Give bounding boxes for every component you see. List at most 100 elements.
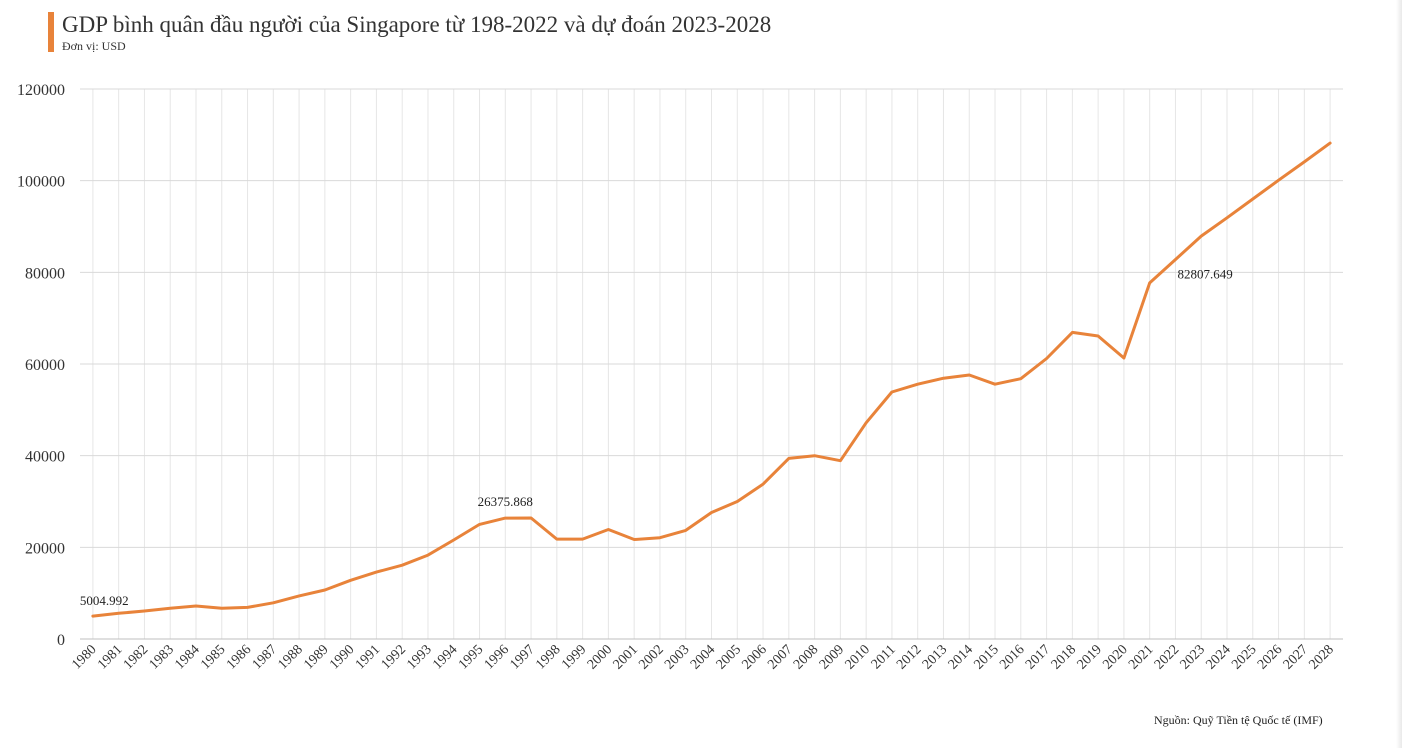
data-point: [374, 570, 378, 574]
x-tick-label: 2011: [869, 642, 899, 672]
x-tick-label: 2020: [1100, 642, 1130, 672]
x-tick-label: 1988: [276, 642, 306, 672]
data-label: 82807.649: [1177, 266, 1232, 281]
x-tick-label: 1986: [224, 642, 254, 672]
data-point: [271, 601, 275, 605]
x-tick-label: 2022: [1152, 642, 1182, 672]
x-tick-label: 2024: [1203, 642, 1233, 672]
x-tick-label: 2021: [1126, 642, 1156, 672]
x-tick-label: 2016: [997, 642, 1027, 672]
page-edge-shadow: [1396, 0, 1402, 748]
data-label: 26375.868: [478, 494, 533, 509]
data-point: [1122, 356, 1126, 360]
x-tick-label: 1989: [301, 642, 331, 672]
x-axis-tick-labels: 1980198119821983198419851986198719881989…: [69, 642, 1337, 672]
x-tick-label: 2007: [765, 642, 795, 672]
y-tick-label: 40000: [25, 449, 65, 466]
x-tick-label: 1990: [327, 642, 357, 672]
chart-subtitle-unit: Đơn vị: USD: [62, 39, 126, 53]
x-tick-label: 2001: [611, 642, 641, 672]
x-tick-label: 2015: [971, 642, 1001, 672]
data-point: [503, 516, 507, 520]
x-tick-label: 2004: [688, 642, 718, 672]
data-point: [349, 578, 353, 582]
y-axis-tick-labels: 0 20000 40000 60000 80000 100000 120000: [17, 82, 65, 649]
data-point: [117, 611, 121, 615]
data-point: [916, 382, 920, 386]
x-tick-label: 2003: [662, 642, 692, 672]
y-tick-label: 100000: [17, 174, 65, 191]
data-point: [1328, 141, 1332, 145]
data-point: [813, 454, 817, 458]
data-point: [555, 537, 559, 541]
data-point: [606, 527, 610, 531]
data-point: [246, 605, 250, 609]
x-tick-label: 2008: [791, 642, 821, 672]
x-tick-label: 2027: [1281, 642, 1311, 672]
x-tick-label: 1985: [198, 642, 228, 672]
data-point: [632, 538, 636, 542]
x-tick-label: 1980: [69, 642, 99, 672]
series-layer: [91, 141, 1332, 618]
data-point: [1277, 178, 1281, 182]
data-point: [142, 609, 146, 613]
source-note: Nguồn: Quỹ Tiền tệ Quốc tế (IMF): [1154, 713, 1323, 727]
x-tick-label: 2005: [714, 642, 744, 672]
x-tick-label: 1998: [533, 642, 563, 672]
x-tick-label: 2028: [1307, 642, 1337, 672]
x-tick-label: 1991: [353, 642, 383, 672]
data-point: [710, 511, 714, 515]
x-tick-label: 1982: [121, 642, 151, 672]
x-tick-label: 2009: [817, 642, 847, 672]
x-tick-label: 1992: [379, 642, 409, 672]
data-label: 5004.992: [80, 593, 129, 608]
x-tick-label: 2018: [1049, 642, 1079, 672]
series-line-gdp-per-capita: [91, 141, 1332, 618]
data-point: [426, 553, 430, 557]
x-tick-label: 2026: [1255, 642, 1285, 672]
y-tick-label: 20000: [25, 540, 65, 557]
data-point: [864, 421, 868, 425]
y-tick-label: 60000: [25, 357, 65, 374]
data-point: [297, 594, 301, 598]
data-point: [787, 456, 791, 460]
data-point: [1173, 257, 1177, 261]
x-tick-label: 1993: [404, 642, 434, 672]
data-point: [220, 606, 224, 610]
x-tick-label: 2010: [843, 642, 873, 672]
x-tick-label: 2013: [920, 642, 950, 672]
y-tick-label: 120000: [17, 82, 65, 99]
x-tick-label: 2017: [1023, 642, 1053, 672]
data-point: [194, 604, 198, 608]
data-point: [581, 537, 585, 541]
x-tick-label: 1994: [430, 642, 460, 672]
x-tick-label: 1999: [559, 642, 589, 672]
data-point: [400, 563, 404, 567]
x-tick-label: 2014: [946, 642, 976, 672]
x-tick-label: 2000: [585, 642, 615, 672]
data-labels: 5004.992 26375.868 82807.649: [80, 266, 1233, 608]
x-tick-label: 2023: [1178, 642, 1208, 672]
data-point: [168, 606, 172, 610]
data-point: [1302, 160, 1306, 164]
y-tick-label: 0: [57, 632, 65, 649]
x-tick-label: 2006: [739, 642, 769, 672]
y-tick-label: 80000: [25, 265, 65, 282]
x-tick-label: 1984: [172, 642, 202, 672]
data-point: [1251, 197, 1255, 201]
x-tick-label: 2002: [636, 642, 666, 672]
data-point: [323, 588, 327, 592]
title-accent-bar: [48, 12, 54, 52]
x-tick-label: 1983: [147, 642, 177, 672]
data-point: [529, 516, 533, 520]
data-point: [478, 522, 482, 526]
data-point: [452, 538, 456, 542]
data-point: [684, 528, 688, 532]
data-point: [1199, 234, 1203, 238]
data-point: [1045, 357, 1049, 361]
x-tick-label: 1996: [482, 642, 512, 672]
data-point: [993, 382, 997, 386]
data-point: [967, 373, 971, 377]
data-point: [838, 459, 842, 463]
